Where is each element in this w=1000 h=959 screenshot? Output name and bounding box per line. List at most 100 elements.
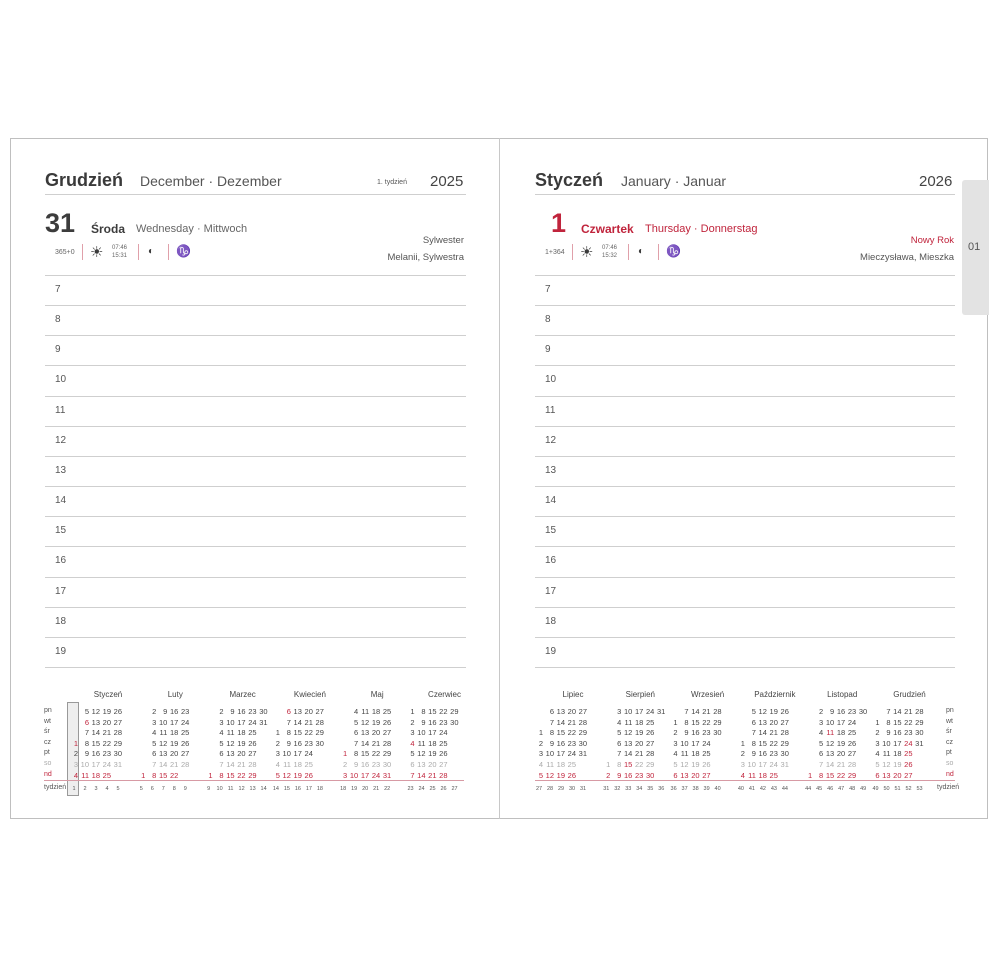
week-number: 5 bbox=[139, 786, 143, 792]
hour-slot[interactable] bbox=[75, 457, 466, 485]
hour-slot[interactable] bbox=[75, 487, 466, 515]
hour-label: 17 bbox=[55, 586, 67, 597]
mini-day: 6 bbox=[354, 728, 359, 738]
week-number: 31 bbox=[603, 786, 610, 792]
mini-day: 6 bbox=[549, 707, 554, 716]
mini-day: 18 bbox=[91, 770, 100, 780]
hour-slot[interactable] bbox=[565, 547, 955, 575]
mini-day: 27 bbox=[578, 707, 587, 716]
mini-day: 14 bbox=[293, 717, 302, 727]
mini-day: 2 bbox=[152, 707, 157, 716]
hour-slot[interactable] bbox=[565, 306, 955, 334]
hour-slot[interactable] bbox=[75, 608, 466, 636]
hour-slot[interactable] bbox=[565, 517, 955, 545]
mini-day: 20 bbox=[428, 760, 437, 769]
mini-day: 6 bbox=[819, 749, 824, 759]
week-number: 1 bbox=[72, 786, 76, 792]
mini-day: 9 bbox=[354, 760, 359, 769]
mini-day: 18 bbox=[237, 728, 246, 738]
hour-slot[interactable] bbox=[565, 276, 955, 304]
mini-day: 8 bbox=[84, 738, 89, 748]
mini-day: 23 bbox=[248, 707, 257, 716]
hour-slot[interactable] bbox=[565, 397, 955, 425]
mini-month-name: Grudzień bbox=[893, 690, 926, 699]
mini-day: 30 bbox=[315, 738, 324, 748]
week-number: 11 bbox=[227, 786, 234, 792]
week-number: 15 bbox=[283, 786, 290, 792]
hour-slot[interactable] bbox=[75, 638, 466, 666]
week-number: 23 bbox=[407, 786, 414, 792]
mini-day: 27 bbox=[439, 760, 448, 769]
mini-day: 20 bbox=[691, 770, 700, 780]
mini-day: 11 bbox=[546, 760, 554, 769]
hour-slot[interactable] bbox=[75, 517, 466, 545]
namedays: Mieczysława, Mieszka bbox=[860, 252, 954, 263]
mini-day: 1 bbox=[141, 770, 146, 780]
mini-day: 9 bbox=[549, 738, 554, 748]
hour-label: 12 bbox=[545, 435, 557, 446]
week-number: 13 bbox=[249, 786, 256, 792]
hour-slot[interactable] bbox=[565, 608, 955, 636]
hour-slot[interactable] bbox=[75, 397, 466, 425]
day-count: 365+0 bbox=[55, 249, 75, 256]
mini-day: 26 bbox=[113, 707, 122, 716]
sunset-time: 15:31 bbox=[112, 253, 128, 259]
mini-day: 17 bbox=[634, 707, 644, 716]
mini-day: 10 bbox=[545, 749, 554, 759]
mini-day: 14 bbox=[758, 728, 767, 738]
mini-day: 13 bbox=[680, 770, 689, 780]
mini-day: 30 bbox=[113, 749, 122, 759]
hour-label: 11 bbox=[55, 405, 66, 416]
mini-day: 23 bbox=[847, 707, 857, 716]
hour-slot[interactable] bbox=[565, 487, 955, 515]
hour-slot[interactable] bbox=[565, 427, 955, 455]
separator bbox=[628, 244, 629, 260]
hour-slot[interactable] bbox=[565, 366, 955, 394]
mini-day: 22 bbox=[634, 760, 644, 769]
mini-day: 15 bbox=[758, 738, 767, 748]
mini-day: 8 bbox=[286, 728, 291, 738]
hour-slot[interactable] bbox=[75, 578, 466, 606]
mini-month-name: Marzec bbox=[229, 690, 256, 699]
hour-slot[interactable] bbox=[75, 336, 466, 364]
mini-day: 11 bbox=[159, 728, 168, 738]
hour-label: 14 bbox=[55, 495, 67, 506]
hour-slot[interactable] bbox=[565, 578, 955, 606]
mini-day: 10 bbox=[417, 728, 426, 738]
mini-day: 21 bbox=[428, 770, 437, 780]
hour-slot[interactable] bbox=[75, 427, 466, 455]
day-number: 31 bbox=[45, 208, 76, 238]
mini-day: 2 bbox=[410, 717, 415, 727]
mini-day: 31 bbox=[578, 749, 587, 759]
hour-slot[interactable] bbox=[75, 547, 466, 575]
month-tab[interactable]: 01 bbox=[962, 180, 989, 315]
mini-day: 26 bbox=[304, 770, 313, 780]
mini-day: 10 bbox=[226, 717, 235, 727]
week-number: 38 bbox=[692, 786, 699, 792]
page-year: 2025 bbox=[430, 173, 464, 190]
week-number: 7 bbox=[161, 786, 165, 792]
mini-day: 15 bbox=[691, 717, 700, 727]
mini-day: 26 bbox=[382, 717, 392, 727]
week-number: 41 bbox=[748, 786, 755, 792]
mini-day: 16 bbox=[893, 728, 902, 738]
hour-slot[interactable] bbox=[75, 306, 466, 334]
hour-slot[interactable] bbox=[75, 276, 466, 304]
mini-day: 22 bbox=[439, 707, 448, 716]
tab-label: 01 bbox=[968, 241, 981, 253]
moon-phase-icon: ◐ bbox=[638, 246, 645, 257]
mini-day: 23 bbox=[371, 760, 381, 769]
mini-day: 23 bbox=[304, 738, 313, 748]
hour-slot[interactable] bbox=[565, 638, 955, 666]
hour-slot[interactable] bbox=[565, 336, 955, 364]
hour-slot[interactable] bbox=[75, 366, 466, 394]
page-year: 2026 bbox=[919, 173, 953, 190]
mini-day: 9 bbox=[830, 707, 835, 716]
hour-slot[interactable] bbox=[565, 457, 955, 485]
hour-label: 8 bbox=[55, 314, 61, 325]
mini-day: 7 bbox=[751, 728, 756, 738]
mini-day: 6 bbox=[410, 760, 415, 769]
mini-day: 4 bbox=[673, 749, 678, 759]
mini-day: 24 bbox=[904, 738, 913, 748]
separator bbox=[138, 244, 139, 260]
